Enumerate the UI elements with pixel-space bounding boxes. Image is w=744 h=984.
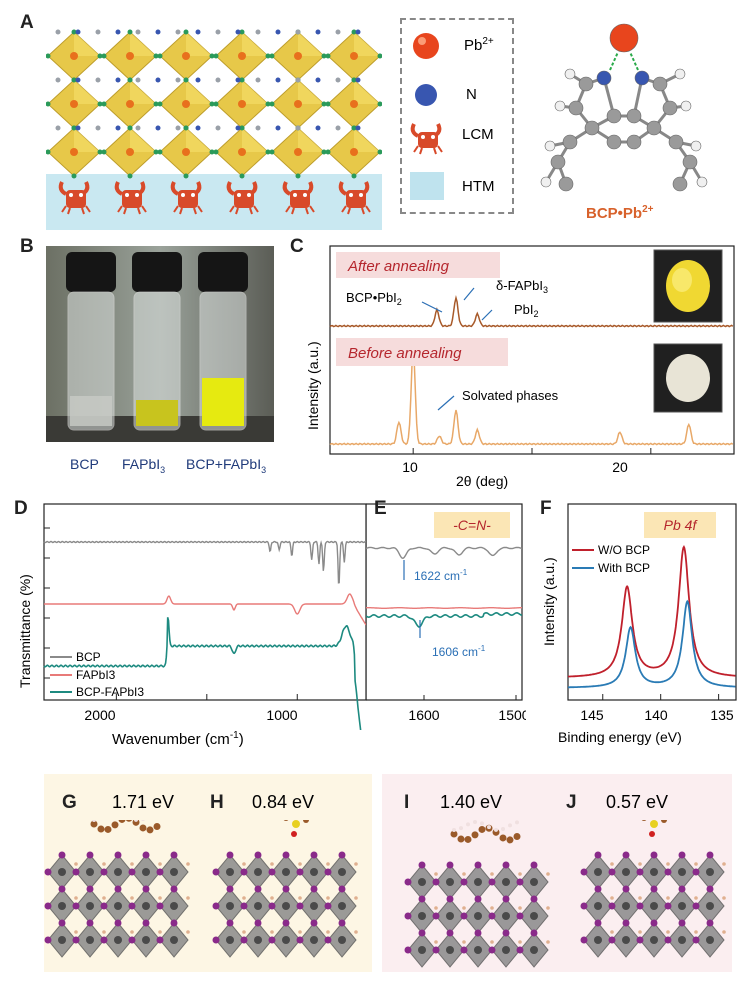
ftir-xlabel: Wavenumber (cm-1) [112,730,244,748]
cn-tag [434,512,510,538]
xrd-annotation-arrows [421,287,493,411]
panel-label-j: J [566,792,577,813]
legend-pb: Pb2+ [464,36,494,54]
xps-xtick-140: 140 [644,707,668,723]
panel-label-i: I [404,792,410,813]
ftir-bcp-fapbi3-line [43,617,362,730]
xrd-xlabel: 2θ (deg) [456,473,508,489]
zoom-mix-line [366,611,523,628]
ftir-legend: BCP FAPbI3 BCP-FAPbI3 [50,650,144,699]
ftir-xtick-1000: 1000 [266,707,297,723]
panel-label-e: E [374,498,387,519]
legend-box-a [400,18,514,214]
pb4f-tag [644,512,716,538]
zoom-fapbi3-line [366,607,522,609]
energy-j: 0.57 eV [606,792,669,812]
pb4f-tag-text: Pb 4f [664,517,699,533]
annot-bcp-pbi2: BCP•PbI2 [346,290,402,307]
xrd-inset-after [653,249,723,323]
zoom-bcp-line [366,546,523,560]
ftir-legend-fapbi3: FAPbI3 [76,668,116,682]
xrd-chart: After annealing Before annealing BCP•PbI… [305,245,735,489]
panel-label-c: C [290,236,304,257]
lcm-crabs [58,181,371,215]
ftir-xtick-2000: 2000 [84,707,115,723]
xps-plot-frame [567,503,737,701]
before-annealing-tag [336,338,508,366]
legend-icons-a [410,33,444,200]
vials-photo [46,246,274,442]
panel-label-f: F [540,498,552,519]
xps-xtick-145: 145 [580,707,604,723]
xps-with-bcp-line [568,599,736,689]
legend-lcm: LCM [462,126,494,143]
panel-label-g: G [62,792,77,813]
htm-layer [46,174,382,230]
vial-bcp-fapbi3 [198,252,248,431]
zoom-xtick-1600: 1600 [408,707,439,723]
slab-model-h [212,820,358,958]
panel-label-h: H [210,792,224,813]
pb-ion-icon [413,33,439,59]
vial-fapbi3 [132,252,182,431]
xrd-after-annealing-line [329,295,734,328]
annot-solvated: Solvated phases [462,388,559,403]
xps-wo-bcp-line [567,544,736,678]
xps-chart: Pb 4f W/O BCP With BCP Intensity (a.u.) … [541,503,737,745]
peak-1606-label: 1606 cm-1 [432,644,486,659]
slab-model-j [580,820,726,958]
xps-legend-with: With BCP [598,561,650,575]
ftir-bcp-line [43,540,367,584]
ftir-fapbi3-line [44,593,367,626]
after-annealing-label: After annealing [347,258,450,275]
annot-delta-fapbi3: δ-FAPbI3 [496,278,548,295]
ftir-legend-bcp: BCP [76,650,101,664]
legend-htm: HTM [462,178,495,195]
vial-label-bcp: BCP [70,456,99,472]
peak-1622-label: 1622 cm-1 [414,568,468,583]
vial-bcp [66,252,116,431]
ftir-chart: BCP FAPbI3 BCP-FAPbI3 Transmittance (%) … [17,503,367,730]
htm-layer-icon [410,172,444,200]
xps-xtick-135: 135 [710,707,734,723]
energy-g: 1.71 eV [112,792,175,812]
ftir-ylabel: Transmittance (%) [17,574,33,688]
xps-legend-wo: W/O BCP [598,543,650,557]
after-annealing-tag [336,252,500,278]
slab-model-g [44,820,190,958]
xrd-ylabel: Intensity (a.u.) [305,341,321,430]
perovskite-lattice-illustration [46,29,382,230]
slab-model-i [404,820,550,968]
xps-ylabel: Intensity (a.u.) [541,557,557,646]
xrd-before-annealing-line [329,349,734,446]
xps-xlabel: Binding energy (eV) [558,729,682,745]
ftir-zoom-chart: -C=N- 1622 cm-1 1606 cm-1 1600 1500 [366,503,526,723]
cn-tag-text: -C=N- [453,517,491,533]
nitrogen-icon [415,84,437,106]
xrd-xtick-20: 20 [612,459,628,475]
xrd-inset-before [653,343,723,413]
annot-pbi2: PbI2 [514,302,539,319]
ftir-zoom-frame [366,503,523,701]
crab-icon [410,123,443,155]
vial-label-fapbi3: FAPbI3 [122,456,166,475]
xps-legend: W/O BCP With BCP [572,543,650,575]
vial-label-bcp-fapbi3: BCP+FAPbI3 [186,456,267,475]
octahedra-lattice [46,29,382,179]
panel-label-b: B [20,236,34,257]
complex-label: BCP•Pb2+ [586,204,654,222]
dft-structures [44,820,726,968]
ftir-legend-mix: BCP-FAPbI3 [76,685,144,699]
panel-label-a: A [20,12,34,33]
zoom-xtick-1500: 1500 [498,707,526,723]
bcp-pb-complex-model [540,23,708,192]
energy-h: 0.84 eV [252,792,315,812]
panel-label-d: D [14,498,28,519]
energy-i: 1.40 eV [440,792,503,812]
xrd-xtick-10: 10 [402,459,418,475]
before-annealing-label: Before annealing [348,345,462,362]
legend-n: N [466,86,477,103]
